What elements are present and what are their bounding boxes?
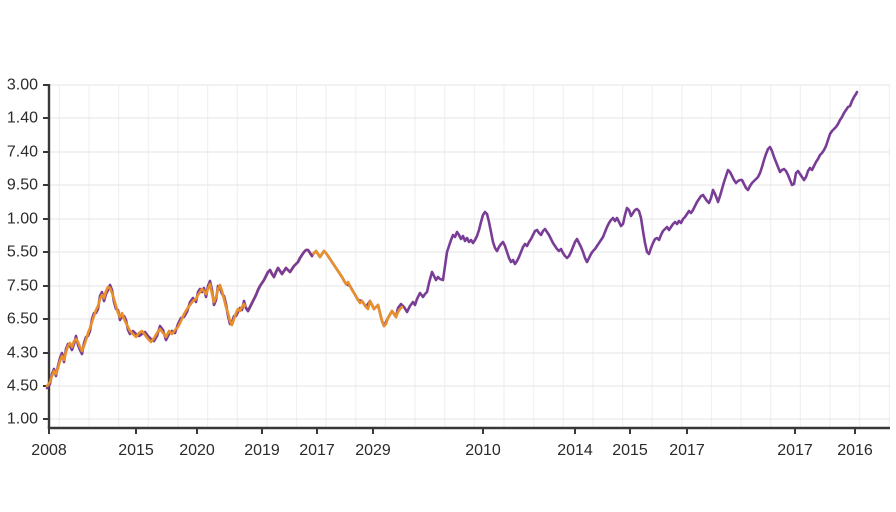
y-tick-label: 4.50	[7, 378, 38, 395]
x-tick-label: 2019	[244, 442, 280, 459]
series-layer	[45, 90, 859, 390]
tick-labels-layer: 3.00 1.40 7.40 9.50 1.00 5.50 7.50 6.50 4.30 4.50…	[7, 77, 873, 460]
y-tick-label: 9.50	[7, 177, 38, 194]
y-tick-label: 1.00	[7, 211, 38, 228]
axes-layer	[43, 84, 890, 434]
purple-overlay-segment-line	[244, 248, 314, 313]
x-tick-label: 2017	[669, 442, 705, 459]
x-tick-label: 2015	[612, 442, 648, 459]
y-tick-label: 7.40	[7, 144, 38, 161]
purple-series-line	[45, 90, 859, 390]
y-tick-label: 6.50	[7, 311, 38, 328]
x-tick-label: 2020	[179, 442, 215, 459]
x-tick-label: 2015	[118, 442, 154, 459]
x-tick-label: 2017	[299, 442, 335, 459]
y-tick-label: 5.50	[7, 244, 38, 261]
y-tick-label: 4.30	[7, 345, 38, 362]
x-tick-label: 2008	[31, 442, 67, 459]
x-tick-label: 2014	[557, 442, 593, 459]
y-tick-label: 1.40	[7, 110, 38, 127]
x-tick-label: 2016	[837, 442, 873, 459]
x-tick-label: 2017	[777, 442, 813, 459]
y-tick-label: 1.00	[7, 411, 38, 428]
y-tick-label: 7.50	[7, 278, 38, 295]
gridlines-layer	[49, 84, 890, 428]
x-tick-label: 2010	[465, 442, 501, 459]
x-tick-label: 2029	[355, 442, 391, 459]
y-tick-label: 3.00	[7, 77, 38, 94]
orange-series-line	[45, 248, 404, 388]
